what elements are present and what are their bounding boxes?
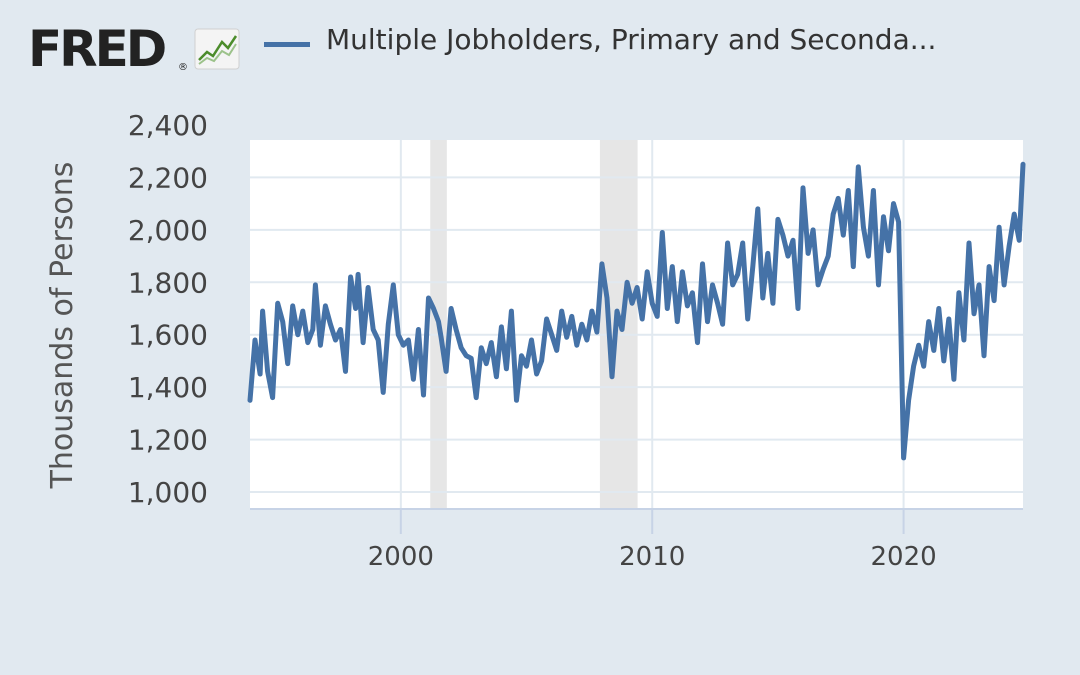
x-tick-label-2: 2020 xyxy=(871,542,937,572)
x-tick-label-0: 2000 xyxy=(368,542,434,572)
y-tick-label-1: 1,200 xyxy=(128,424,208,457)
fred-logo[interactable]: FRED xyxy=(28,20,167,78)
y-tick-label-5: 2,000 xyxy=(128,214,208,247)
axes: 2000 2010 2020 1,000 1,200 1,400 1,600 1,800 2,0… xyxy=(128,109,1023,572)
registered-mark: ® xyxy=(178,62,188,73)
line-graph-icon xyxy=(194,28,240,70)
y-tick-label-7: 2,400 xyxy=(128,109,208,142)
y-tick-label-4: 1,800 xyxy=(128,266,208,299)
y-tick-label-2: 1,400 xyxy=(128,371,208,404)
x-tick-label-1: 2010 xyxy=(619,542,685,572)
chart-header: FRED ® Multiple Jobholders, Primary and … xyxy=(0,0,1080,100)
y-tick-label-0: 1,000 xyxy=(128,476,208,509)
legend-label[interactable]: Multiple Jobholders, Primary and Seconda… xyxy=(326,23,937,56)
series-line-0 xyxy=(247,161,1026,461)
series-layer xyxy=(247,161,1026,461)
legend-swatch xyxy=(264,42,310,47)
gridlines xyxy=(250,140,1023,508)
y-tick-label-6: 2,200 xyxy=(128,161,208,194)
y-axis-title: Thousands of Persons xyxy=(45,162,80,490)
y-tick-label-3: 1,600 xyxy=(128,319,208,352)
